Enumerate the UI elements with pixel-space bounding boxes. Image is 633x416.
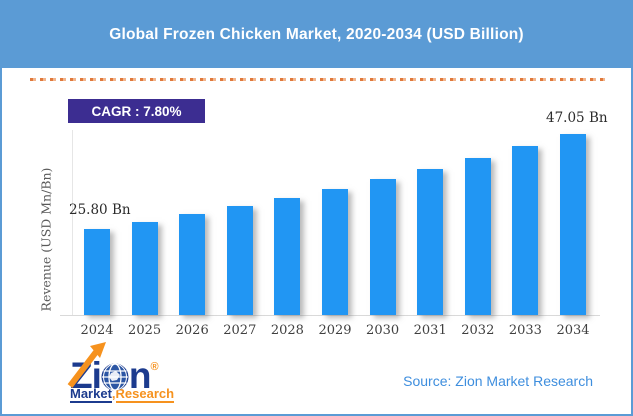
last-bar-data-label: 47.05 Bn [546,110,608,126]
x-tick-label-2033: 2033 [508,323,542,338]
x-axis-line [60,315,600,316]
bar-2028 [274,197,301,315]
bar-2032 [464,157,491,315]
bar-2027 [226,206,253,315]
x-tick-label-2024: 2024 [80,323,114,338]
cagr-badge-label: CAGR : 7.80% [91,103,182,119]
bar-2030 [369,178,396,315]
logo-tagline: Market,Research [70,386,190,403]
bar-2034 [560,134,586,315]
x-tick-label-2031: 2031 [413,323,447,338]
logo-letter-n: n [128,355,152,396]
logo-tagline-comma: , [111,386,116,401]
logo-wordmark: Zi n® [67,342,190,396]
bar-2029 [322,188,348,315]
logo-letter-z: Z [70,355,93,396]
bar-2031 [417,168,444,315]
bar-2026 [179,214,206,315]
chart-title: Global Frozen Chicken Market, 2020-2034 … [109,26,524,43]
bar-2033 [512,146,539,315]
registered-trademark-icon: ® [150,361,159,373]
x-tick-label-2034: 2034 [556,323,590,338]
y-axis-line [72,130,73,315]
x-tick-label-2030: 2030 [366,323,400,338]
logo-letter-i: i [91,355,102,396]
source-link[interactable]: Source: Zion Market Research [403,373,593,389]
globe-icon [101,363,129,391]
bar-2025 [131,221,158,315]
logo-tagline-market: Market [70,386,112,403]
dashed-divider [30,78,605,81]
logo-tagline-research: Research [115,386,175,403]
bar-2024 [84,229,110,315]
cagr-badge: CAGR : 7.80% [68,99,205,123]
x-tick-label-2032: 2032 [461,323,495,338]
first-bar-data-label: 25.80 Bn [69,202,131,218]
x-tick-label-2027: 2027 [223,323,257,338]
zion-market-research-logo: Zi n® Market,Research [67,342,190,403]
x-tick-label-2028: 2028 [270,323,304,338]
x-tick-label-2026: 2026 [175,323,209,338]
title-bar: Global Frozen Chicken Market, 2020-2034 … [2,2,631,68]
y-axis-title: Revenue (USD Mn/Bn) [38,167,54,312]
x-tick-label-2029: 2029 [318,323,352,338]
x-tick-label-2025: 2025 [128,323,162,338]
